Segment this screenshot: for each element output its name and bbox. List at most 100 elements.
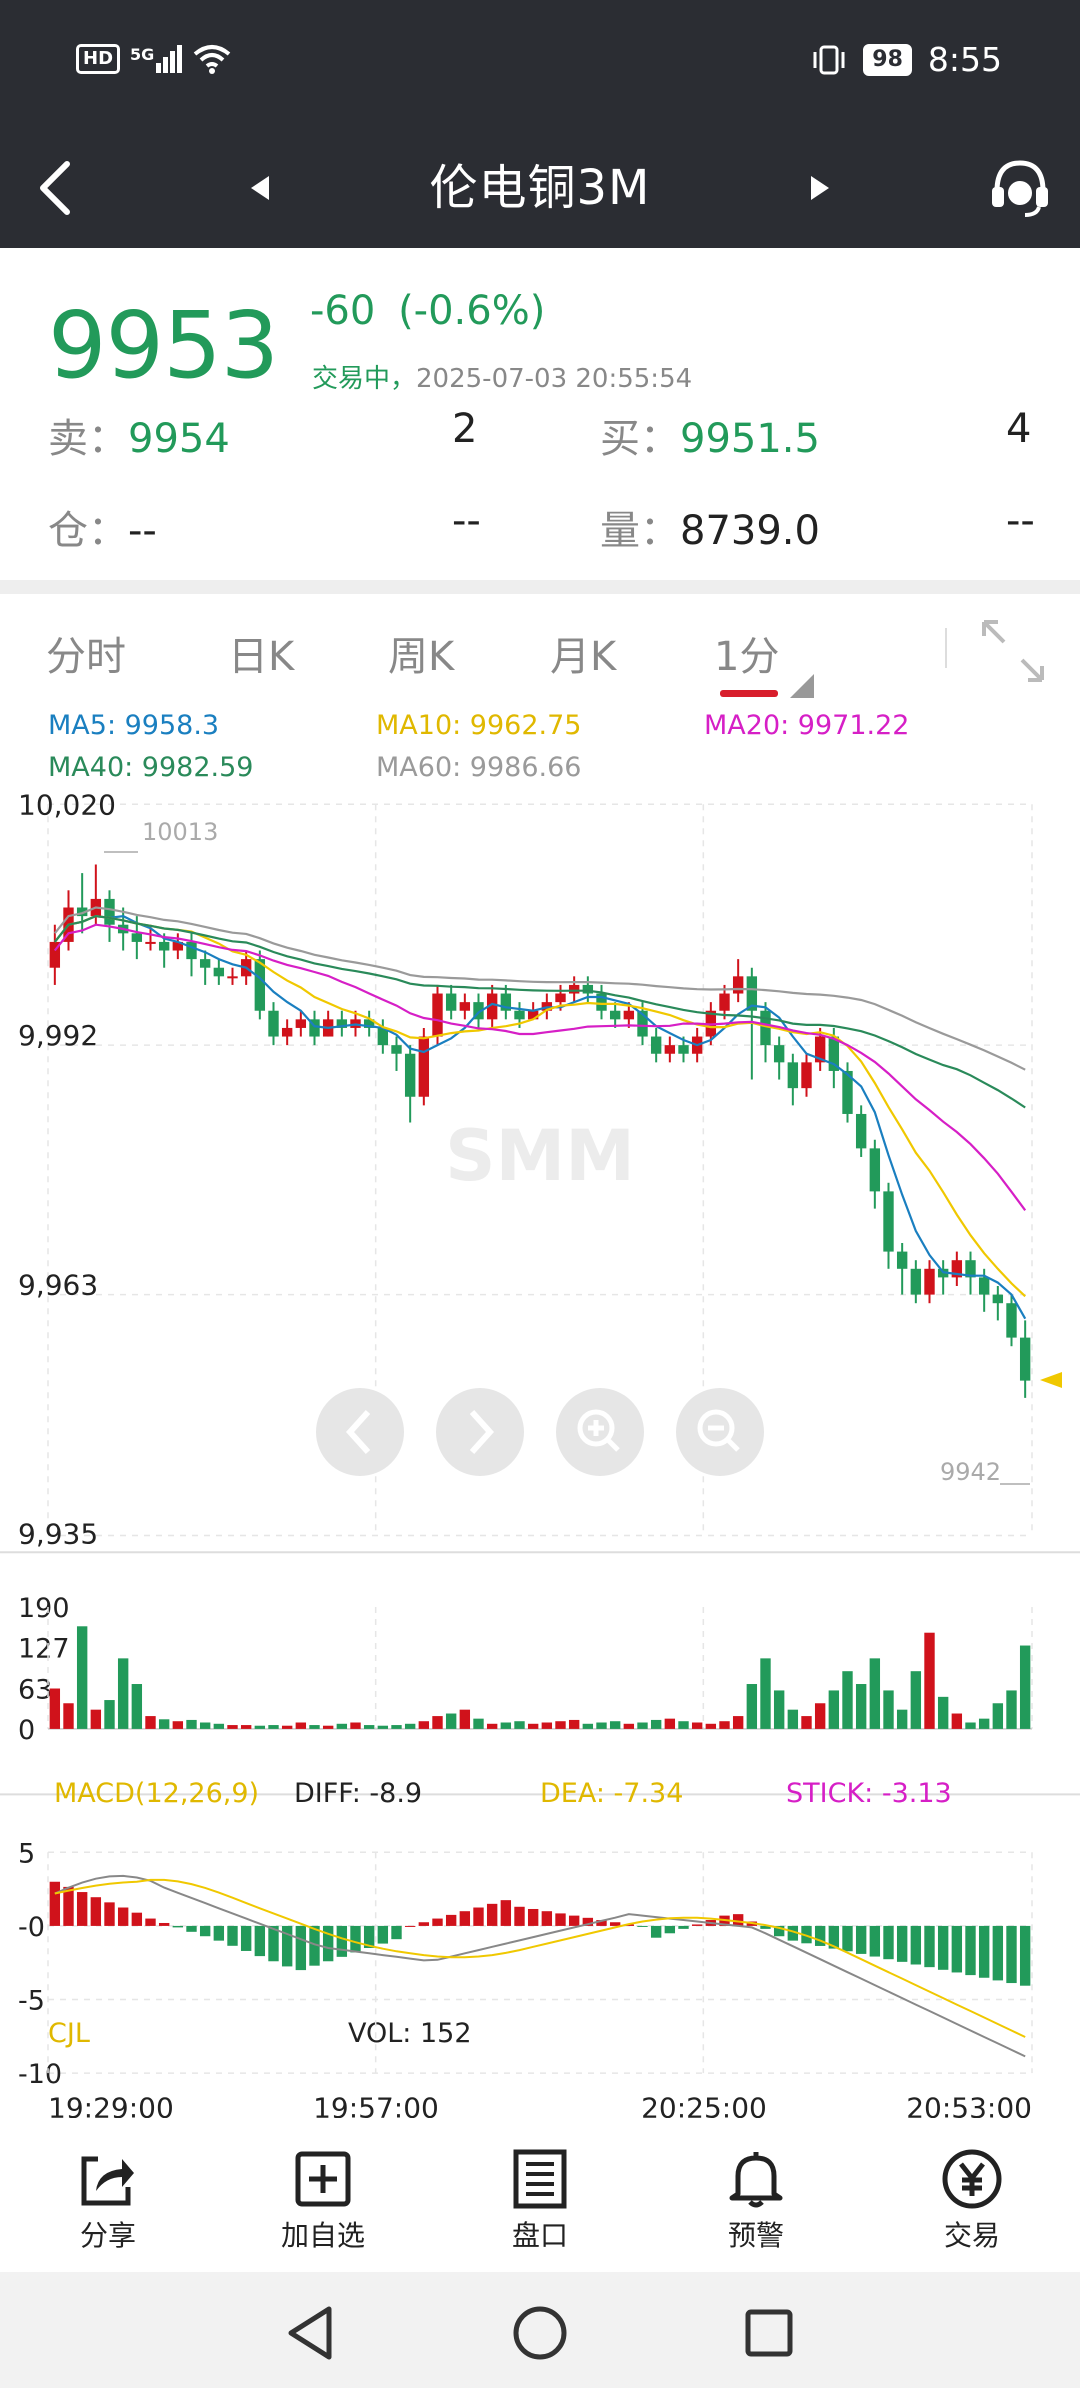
macd-histogram-bar (924, 1925, 935, 1968)
zoom-out-button[interactable] (676, 1388, 764, 1476)
next-contract-button[interactable] (800, 128, 840, 248)
tab-1min[interactable]: 1分 (714, 634, 780, 680)
fullscreen-icon[interactable] (980, 618, 1046, 684)
candle-body (664, 1045, 676, 1054)
volume-bar (541, 1722, 553, 1729)
last-price: 9953 (48, 292, 279, 399)
share-label: 分享 (79, 2219, 136, 2252)
volume-bar (664, 1718, 676, 1729)
high-label: 10013 (142, 818, 218, 846)
volume-bar (678, 1721, 689, 1729)
vol-readout: VOL: 152 (348, 2018, 472, 2049)
candle-body (445, 993, 457, 1011)
macd-stick: STICK: -3.13 (786, 1778, 952, 1809)
zoom-in-button[interactable] (556, 1388, 644, 1476)
buy-price: 9951.5 (680, 416, 820, 462)
volume-bar (145, 1716, 156, 1729)
system-navigation-bar (0, 2272, 1080, 2388)
volume-bar (609, 1721, 621, 1729)
volume-bar (828, 1690, 840, 1729)
volume-bar (90, 1709, 102, 1729)
price-tick-label: 9,963 (18, 1269, 98, 1302)
volume-bar (855, 1684, 867, 1729)
macd-histogram-bar (787, 1925, 799, 1941)
volume-bar (650, 1719, 662, 1729)
candle-body (678, 1045, 689, 1054)
chart-next-button[interactable] (436, 1388, 524, 1476)
back-button[interactable] (20, 128, 90, 248)
candle-body (486, 993, 498, 1020)
tab-daily-k[interactable]: 日K (228, 634, 295, 680)
candle-body (623, 1010, 635, 1020)
customer-service-button[interactable] (980, 128, 1060, 248)
volume-bar (227, 1725, 238, 1729)
macd-histogram-bar (459, 1911, 471, 1926)
volume-bar (309, 1725, 320, 1729)
macd-histogram-bar (732, 1914, 744, 1926)
candle-body (555, 993, 566, 1003)
add-favorite-button[interactable]: 加自选 (253, 2144, 393, 2254)
volume-bar (527, 1723, 539, 1729)
chart-area[interactable]: SMM 10,020 9,992 9,963 9,935 10013 9942 CJL… (0, 780, 1080, 2120)
alert-button[interactable]: 预警 (686, 2144, 826, 2254)
candle-body (131, 933, 143, 942)
candle-body (801, 1062, 812, 1089)
trade-button[interactable]: 交易 (902, 2144, 1042, 2254)
volume-bar (705, 1723, 717, 1729)
system-back-button[interactable] (275, 2298, 345, 2368)
macd-histogram-bar (445, 1914, 457, 1926)
volume-bar (473, 1718, 484, 1729)
ma10-label: MA10: 9962.75 (376, 710, 582, 741)
macd-histogram-bar (637, 1925, 648, 1927)
macd-histogram-bar (172, 1925, 184, 1928)
volume-bar (377, 1725, 389, 1729)
tab-weekly-k[interactable]: 周K (388, 634, 455, 680)
tab-intraday[interactable]: 分时 (46, 634, 126, 680)
back-arrow-icon (40, 161, 70, 215)
volume-bar (199, 1722, 211, 1729)
candle-body (76, 907, 88, 917)
system-recents-button[interactable] (734, 2298, 804, 2368)
dropdown-corner-icon[interactable] (790, 674, 814, 698)
volume-bar (63, 1703, 74, 1729)
macd-diff-line (54, 1874, 1026, 2058)
system-home-button[interactable] (505, 2298, 575, 2368)
volume-bar (391, 1725, 402, 1729)
macd-histogram-bar (213, 1925, 225, 1941)
candle-body (254, 959, 266, 1011)
share-button[interactable]: 分享 (38, 2144, 178, 2254)
buy-qty: 4 (1006, 406, 1032, 452)
volume-bar (186, 1719, 197, 1729)
volume-bar (787, 1709, 799, 1729)
macd-histogram-bar (391, 1925, 402, 1940)
volume-bar (814, 1703, 826, 1729)
prev-contract-button[interactable] (240, 128, 280, 248)
candle-body (213, 967, 225, 977)
candle-body (869, 1148, 881, 1192)
volume-bar (746, 1684, 758, 1729)
volume-bar (910, 1671, 922, 1729)
macd-histogram-bar (432, 1918, 443, 1926)
candle-body (637, 1010, 648, 1037)
sell-row: 卖：9954 (48, 406, 230, 464)
macd-histogram-bar (773, 1925, 785, 1937)
sell-qty: 2 (452, 406, 478, 452)
vol-tick-label: 0 (18, 1715, 35, 1746)
candle-body (281, 1027, 293, 1037)
macd-histogram-bar (227, 1925, 238, 1946)
vol-tick-label: 190 (18, 1593, 70, 1624)
volume-bar (801, 1716, 812, 1729)
volume-bar (555, 1721, 566, 1729)
candle-body (145, 941, 156, 944)
quote-time: 2025-07-03 20:55:54 (416, 364, 693, 394)
candle-body (295, 1019, 307, 1028)
order-book-button[interactable]: 盘口 (470, 2144, 610, 2254)
volume-bar (404, 1723, 416, 1729)
candle-body (473, 1002, 484, 1020)
macd-tick-label: -0 (18, 1912, 45, 1943)
chart-prev-button[interactable] (316, 1388, 404, 1476)
tab-monthly-k[interactable]: 月K (550, 634, 617, 680)
order-book-icon (513, 2149, 567, 2209)
volume-bar (691, 1722, 703, 1729)
price-tick-label: 10,020 (18, 788, 116, 821)
